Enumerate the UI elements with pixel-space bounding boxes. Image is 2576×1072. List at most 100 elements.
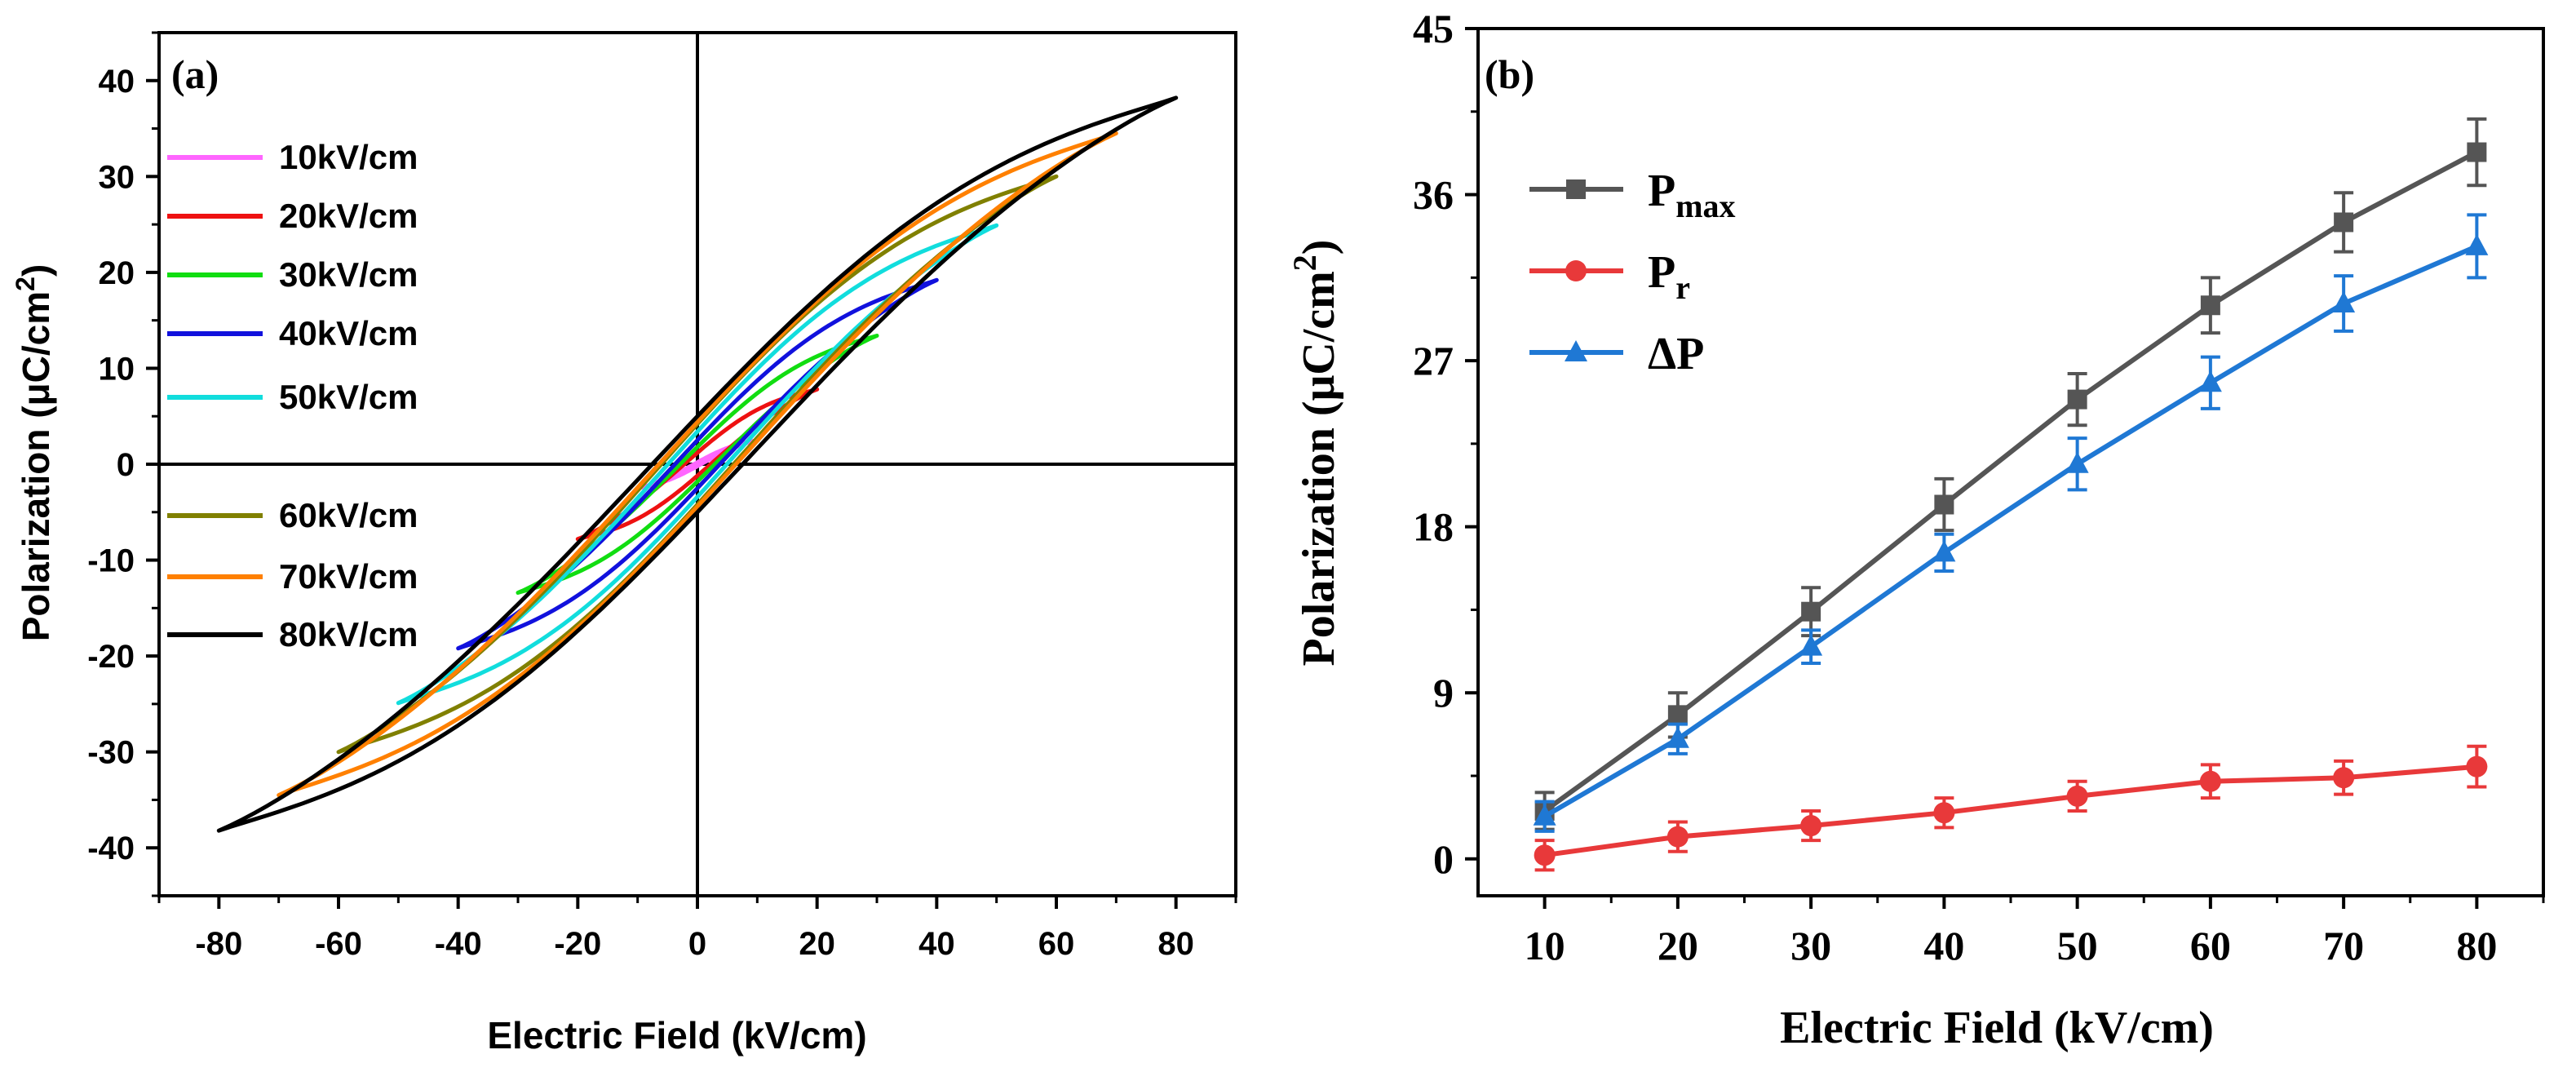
panel-b-legend-label-main: P [1648, 166, 1675, 216]
panel-b-line-p-r [1544, 764, 2477, 858]
panel-a-legend: 10kV/cm 20kV/cm 30kV/cm 40kV/cm 50kV/cm 60kV/… [167, 138, 418, 653]
panel-b-point-delta-p [1533, 804, 1556, 826]
panel-a-y-axis-label-main: Polarization (μC/cm [15, 291, 57, 641]
panel-a-y-tick-label: -20 [87, 639, 135, 675]
panel-a-y-tick-label: 0 [117, 447, 135, 483]
panel-b-point-delta-p [2332, 290, 2356, 312]
panel-b-y-axis-label-tail: ) [1294, 240, 1344, 255]
panel-a-y-tick-label: -10 [87, 543, 135, 579]
panel-a-y-tick-label: -40 [87, 831, 135, 866]
panel-b-legend-label-sub: r [1675, 269, 1690, 306]
panel-b-legend-label-p-r: Pr [1648, 247, 1690, 306]
panel-b-point-p-max [1667, 705, 1688, 725]
panel-b-point-p-max [1934, 494, 1954, 515]
panel-b-point-p-max [1801, 601, 1821, 622]
panel-b-point-p-max [2200, 295, 2220, 316]
panel-b-legend-label-delta-p: ΔP [1648, 329, 1704, 379]
panel-b-point-p-max [2334, 212, 2354, 233]
panel-b-point-p-r [1666, 826, 1689, 848]
panel-a-y-tick-label: 20 [99, 255, 135, 291]
panel-b-point-p-r [2199, 770, 2221, 792]
panel-b-x-tick-label: 40 [1923, 923, 1964, 968]
panel-a-x-tick-label: -40 [435, 926, 482, 962]
panel-b-x-tick-label: 30 [1790, 923, 1831, 968]
panel-a-legend-label: 80kV/cm [279, 615, 418, 653]
panel-b-point-delta-p [1799, 634, 1823, 656]
panel-b-line-delta-p [1543, 244, 2478, 819]
panel-b-legend-label-main: P [1648, 247, 1675, 298]
panel-a-x-tick-label: -80 [195, 926, 242, 962]
panel-b-point-p-max [2067, 389, 2087, 410]
panel-b-plot-area: 10 20 30 40 50 60 70 80 0 9 18 27 36 45 [1413, 6, 2545, 968]
panel-b-legend-marker-p-max [1566, 179, 1586, 199]
panel-b-point-delta-p [1666, 726, 1689, 748]
panel-a-loop-80kv [216, 95, 1179, 833]
panel-a-x-tick-label: 0 [688, 926, 706, 962]
panel-b-point-delta-p [2198, 370, 2222, 392]
panel-a-x-axis-label: Electric Field (kV/cm) [487, 1014, 866, 1056]
panel-b-line-p-max [1543, 149, 2478, 813]
panel-a-x-tick-label: -20 [554, 926, 601, 962]
panel-b-y-tick-label: 45 [1413, 6, 1454, 51]
panel-b-y-tick-label: 18 [1413, 504, 1454, 550]
panel-a-y-tick-label: -30 [87, 735, 135, 771]
panel-a-legend-label: 30kV/cm [279, 255, 418, 294]
panel-a-loop-40kv [456, 277, 939, 651]
panel-b-point-p-r [2066, 785, 2088, 807]
panel-a-legend-label: 70kV/cm [279, 557, 418, 596]
panel-b: (b) 10 20 30 40 50 60 70 80 0 9 18 27 36 45 Electric … [1286, 6, 2545, 1053]
panel-a-y-tick-label: 40 [99, 64, 135, 100]
panel-a-x-tick-label: -60 [315, 926, 362, 962]
panel-b-x-tick-label: 80 [2456, 923, 2497, 968]
panel-b-y-tick-label: 9 [1433, 670, 1454, 715]
panel-b-frame [1476, 27, 2545, 897]
panel-b-point-delta-p [2065, 451, 2089, 473]
panel-b-x-tick-label: 20 [1658, 923, 1698, 968]
panel-a-loop-60kv [336, 174, 1059, 755]
panel-b-legend-label-p-max: Pmax [1648, 166, 1736, 224]
panel-a-loop-50kv [396, 223, 999, 706]
panel-b-y-tick-label: 27 [1413, 338, 1454, 383]
panel-a-loop-70kv [277, 131, 1118, 798]
panel-a-x-tick-label: 60 [1038, 926, 1075, 962]
panel-b-y-axis-label: Polarization (μC/cm2) [1286, 240, 1344, 667]
panel-a-plot-area: -80 -60 -40 -20 0 20 40 60 80 -40 -30 -20 -10 0 10 20 30… [87, 31, 1237, 962]
panel-b-legend-marker-delta-p [1565, 340, 1587, 361]
panel-b-x-axis-label: Electric Field (kV/cm) [1780, 1003, 2214, 1053]
panel-b-point-delta-p [2465, 233, 2489, 255]
panel-b-legend-label-main: ΔP [1648, 329, 1704, 379]
panel-a-y-axis-label-sup: 2 [11, 277, 40, 291]
panel-a-x-tick-label: 80 [1157, 926, 1194, 962]
panel-a: (a) -80 -60 -40 -20 0 20 40 60 80 -40 -30 -20 -10 0 10… [11, 31, 1237, 1056]
panel-b-x-tick-label: 10 [1525, 923, 1565, 968]
panel-a-x-tick-label: 20 [799, 926, 835, 962]
panel-a-legend-label: 40kV/cm [279, 314, 418, 352]
panel-b-legend-label-sub: max [1675, 188, 1735, 224]
panel-a-legend-label: 50kV/cm [279, 378, 418, 416]
panel-b-x-tick-label: 70 [2323, 923, 2364, 968]
panel-b-point-p-r [2466, 755, 2488, 777]
panel-b-legend-marker-p-r [1565, 260, 1587, 281]
panel-b-y-tick-label: 36 [1413, 172, 1454, 218]
panel-b-point-p-max [2467, 142, 2487, 162]
panel-b-label: (b) [1485, 51, 1534, 97]
panel-b-point-p-r [1534, 844, 1556, 866]
panel-a-legend-label: 10kV/cm [279, 138, 418, 176]
panel-a-y-axis-label: Polarization (μC/cm2) [11, 264, 57, 642]
panel-b-x-tick-label: 60 [2190, 923, 2231, 968]
panel-b-point-p-r [2333, 767, 2355, 789]
panel-a-y-tick-label: 10 [99, 351, 135, 387]
panel-b-point-p-r [1933, 802, 1955, 824]
panel-a-label: (a) [171, 51, 219, 97]
panel-a-legend-label: 20kV/cm [279, 197, 418, 235]
panel-b-x-tick-label: 50 [2057, 923, 2098, 968]
panel-b-y-axis-label-main: Polarization (μC/cm [1294, 271, 1344, 666]
panel-a-x-tick-label: 40 [918, 926, 955, 962]
panel-b-y-axis-label-sup: 2 [1286, 255, 1323, 271]
panel-a-y-axis-label-tail: ) [15, 264, 57, 277]
panel-a-legend-label: 60kV/cm [279, 496, 418, 534]
panel-b-point-delta-p [1932, 540, 1956, 562]
panel-a-y-tick-label: 30 [99, 159, 135, 195]
